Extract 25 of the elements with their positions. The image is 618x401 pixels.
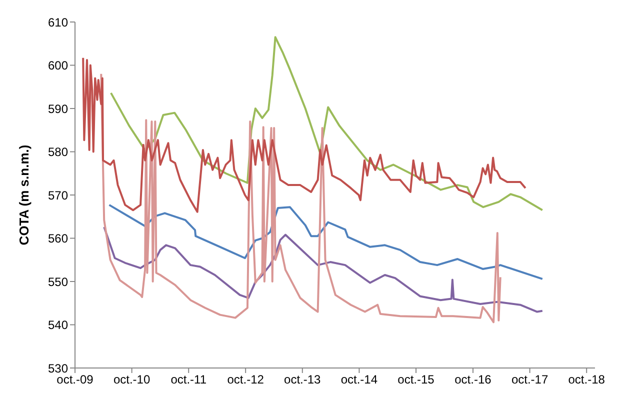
line-series [100,72,502,324]
x-tick-label: oct.-16 [454,372,492,387]
y-tick-label: 540 [48,318,68,332]
line-series [108,204,544,280]
y-tick-label: 580 [48,145,68,160]
y-tick-label: 550 [48,274,68,289]
x-tick-label: oct.-14 [340,372,378,387]
x-tick-label: oct.-11 [170,372,207,387]
y-tick-label: 610 [48,15,68,30]
x-tick-label: oct.-18 [568,372,606,387]
y-tick-label: 600 [48,58,68,73]
y-axis-title: COTA (m s.n.m.) [16,144,32,246]
y-tick-label: 590 [48,102,68,116]
x-tick-label: oct.-15 [398,372,435,387]
x-tick-label: oct.-17 [511,372,548,387]
line-series [82,56,526,213]
x-tick-label: oct.-10 [113,372,150,387]
x-tick-label: oct.-09 [56,372,94,387]
x-tick-label: oct.-13 [284,372,322,387]
y-tick-label: 570 [48,188,68,202]
line-series [110,36,544,212]
x-tick-label: oct.-12 [227,372,264,387]
y-tick-label: 530 [48,361,68,376]
y-tick-label: 560 [48,232,68,246]
line-series [103,226,544,313]
